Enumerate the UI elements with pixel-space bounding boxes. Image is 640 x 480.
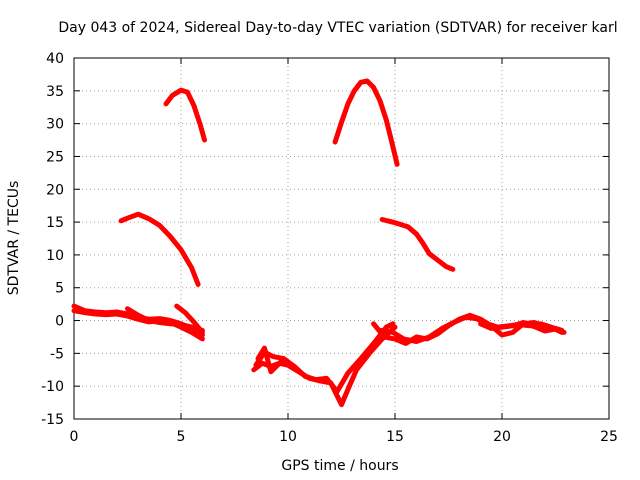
x-tick-label: 0 <box>70 429 79 445</box>
data-series <box>71 78 567 408</box>
y-tick-label: 20 <box>46 182 64 198</box>
series-arc-early-low-2 <box>71 308 205 342</box>
y-tick-label: 0 <box>55 314 64 330</box>
grid-lines <box>74 58 609 419</box>
y-tick-label: 10 <box>46 248 64 264</box>
series-arc-37 <box>332 78 400 167</box>
y-tick-label: 35 <box>46 84 64 100</box>
series-arc-late-c <box>478 320 567 335</box>
y-tick-label: 15 <box>46 215 64 231</box>
series-arc-hook <box>174 303 205 335</box>
y-tick-label: 5 <box>55 281 64 297</box>
y-tick-label: -15 <box>41 412 64 428</box>
x-tick-label: 15 <box>386 429 404 445</box>
axis-ticks: 0 5 10 15 20 25 -15 -10 -5 0 5 10 15 20 25 30 35 40 <box>41 51 618 445</box>
y-tick-label: -10 <box>41 379 64 395</box>
series-arc-35 <box>163 87 207 143</box>
y-tick-label: 40 <box>46 51 64 67</box>
y-axis-label: SDTVAR / TECUs <box>6 181 22 296</box>
y-tick-label: 30 <box>46 117 64 133</box>
series-arc-mid-low <box>125 306 205 333</box>
series-arc-night-b <box>253 321 396 394</box>
x-tick-label: 20 <box>493 429 511 445</box>
x-tick-label: 5 <box>177 429 186 445</box>
plot-frame <box>73 57 610 420</box>
x-tick-label: 10 <box>279 429 297 445</box>
y-tick-label: -5 <box>50 346 64 362</box>
series-arc-15b <box>379 217 456 272</box>
x-tick-label: 25 <box>600 429 618 445</box>
series-arc-15 <box>118 211 201 287</box>
x-axis-label: GPS time / hours <box>281 458 398 474</box>
y-tick-label: 25 <box>46 149 64 165</box>
series-arc-night-c <box>255 345 297 375</box>
chart-title: Day 043 of 2024, Sidereal Day-to-day VTE… <box>58 20 617 36</box>
